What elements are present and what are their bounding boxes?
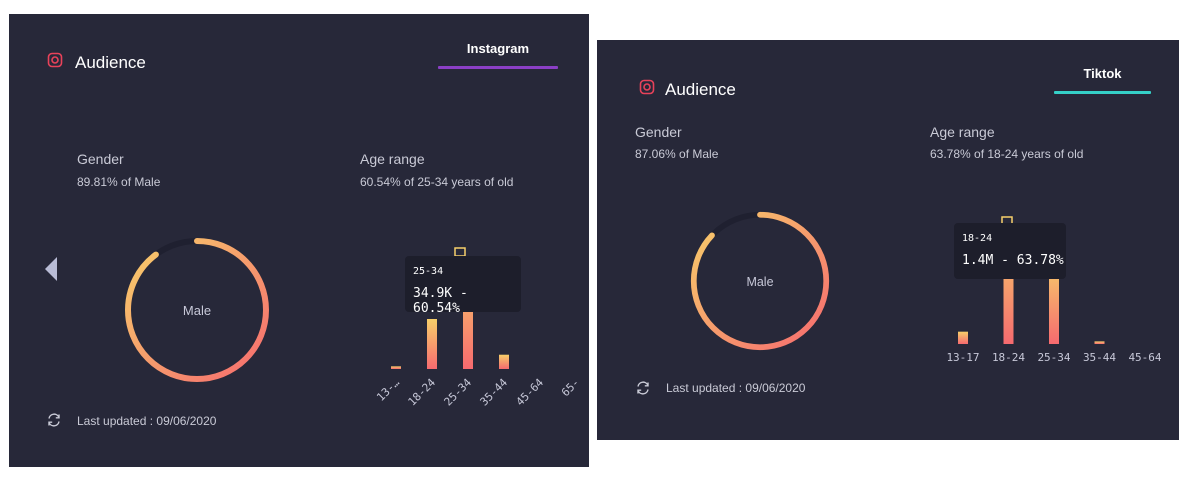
x-tick-label: 35-44 (1083, 351, 1116, 364)
age-bar-25-34[interactable] (1049, 259, 1059, 344)
x-tick-label: 35-44 (478, 376, 511, 409)
tooltip-value: 1.4M - 63.78% (962, 253, 1064, 268)
tab-instagram-underline (438, 66, 558, 69)
donut-male-arc (690, 211, 830, 351)
donut-center-label: Male (183, 303, 211, 318)
active-bar-marker (454, 247, 466, 257)
gender-donut-chart: Male (690, 211, 830, 351)
age-range-bar-chart: 13-… 18-24 25-34 35-44 45-64 65- (374, 247, 582, 409)
last-updated-text: Last updated : 09/06/2020 (666, 381, 806, 395)
gender-donut-chart: Male (125, 238, 269, 382)
age-range-title: Age range (930, 124, 995, 140)
age-range-title: Age range (360, 151, 425, 167)
gender-subtitle: 89.81% of Male (77, 175, 161, 189)
tooltip-range: 25-34 (413, 266, 444, 277)
x-tick-label: 13-… (374, 376, 402, 404)
age-bar-18-24[interactable] (427, 319, 437, 369)
card-title: Audience (75, 53, 146, 72)
tab-instagram[interactable]: Instagram (466, 41, 530, 56)
refresh-icon[interactable] (635, 380, 651, 396)
donut-center-label: Male (746, 275, 773, 289)
tooltip-range: 18-24 (962, 233, 993, 244)
tooltip-value: 34.9K - 60.54% (413, 286, 468, 316)
tab-tiktok-underline (1054, 91, 1151, 94)
gender-subtitle: 87.06% of Male (635, 147, 719, 161)
x-tick-label: 18-24 (992, 351, 1025, 364)
x-tick-label: 45-64 (514, 376, 547, 409)
gender-title: Gender (635, 124, 682, 140)
donut-male-arc (125, 238, 269, 382)
last-updated-text: Last updated : 09/06/2020 (77, 414, 217, 428)
x-tick-label: 65- (559, 376, 582, 399)
refresh-icon[interactable] (46, 412, 62, 428)
age-bar-13-…[interactable] (391, 366, 401, 369)
x-tick-label: 13-17 (946, 351, 979, 364)
age-range-bar-chart: 13-17 18-24 25-34 35-44 45-64 (946, 216, 1162, 364)
x-tick-label: 25-34 (442, 376, 475, 409)
x-tick-label: 18-24 (406, 376, 439, 409)
age-bar-18-24[interactable] (1003, 231, 1014, 344)
previous-arrow-icon[interactable] (45, 257, 57, 281)
instagram-icon (639, 79, 655, 95)
age-bar-35-44[interactable] (1094, 341, 1105, 344)
age-range-subtitle: 60.54% of 25-34 years of old (360, 175, 514, 189)
audience-card-instagram: Audience Instagram Gender 89.81% of Male… (9, 14, 589, 467)
age-bar-13-17[interactable] (958, 331, 968, 344)
age-range-tooltip: 18-24 1.4M - 63.78% (954, 223, 1066, 279)
age-bar-35-44[interactable] (499, 354, 509, 369)
audience-card-tiktok: Audience Tiktok Gender 87.06% of Male Ag… (597, 40, 1179, 440)
tab-tiktok[interactable]: Tiktok (1083, 66, 1122, 81)
card-title: Audience (665, 80, 736, 99)
age-bar-25-34[interactable] (463, 260, 473, 369)
x-tick-label: 45-64 (1128, 351, 1161, 364)
x-tick-label: 25-34 (1037, 351, 1070, 364)
age-range-tooltip: 25-34 34.9K - 60.54% (405, 256, 521, 316)
instagram-icon (47, 52, 63, 68)
gender-title: Gender (77, 151, 124, 167)
age-range-subtitle: 63.78% of 18-24 years of old (930, 147, 1084, 161)
